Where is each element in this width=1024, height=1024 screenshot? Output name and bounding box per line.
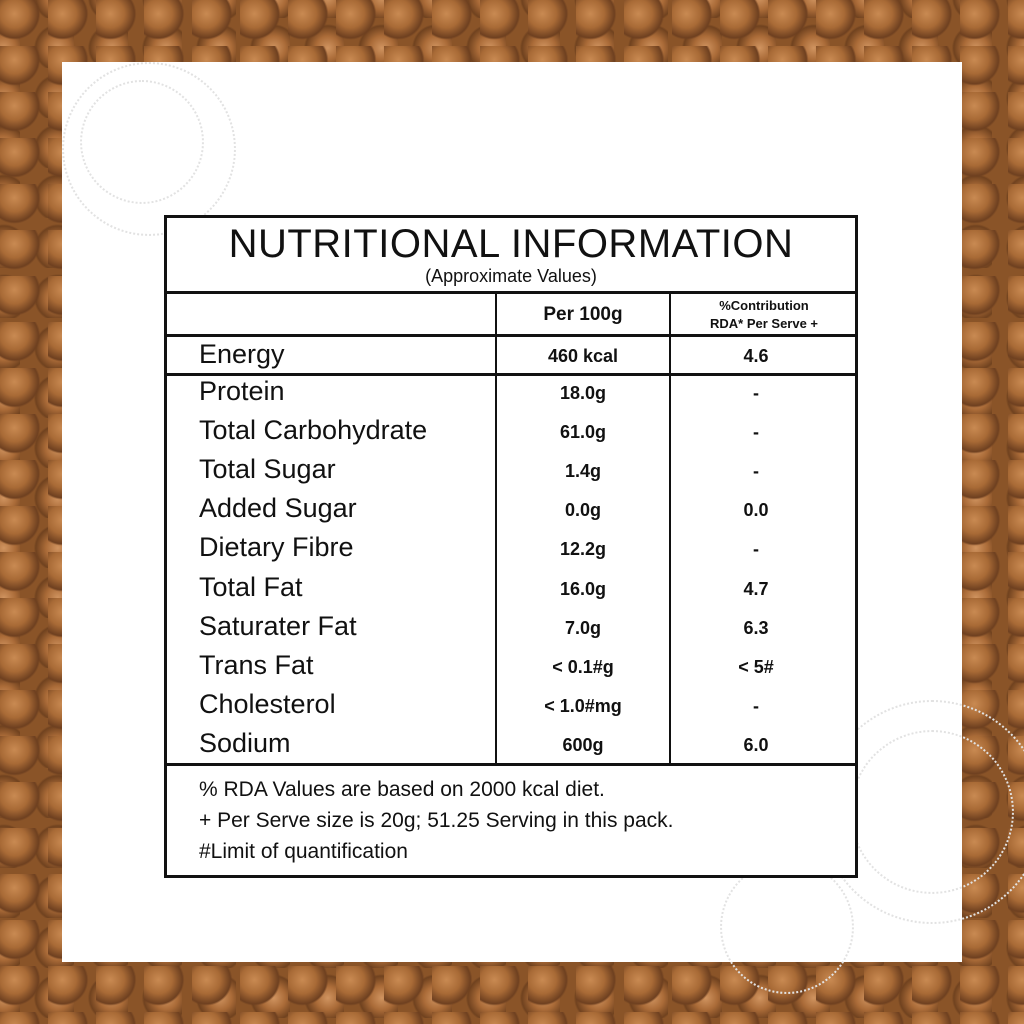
decoration <box>80 80 204 204</box>
subtitle: (Approximate Values) <box>425 266 597 286</box>
divider <box>164 334 858 337</box>
per-100g-value: 12.2g <box>559 539 607 560</box>
column-header: RDA* Per Serve + <box>709 316 819 331</box>
per-100g-value: 1.4g <box>564 461 602 482</box>
rda-value: - <box>753 539 759 560</box>
rda-value: < 5# <box>738 656 774 677</box>
nutrient-name: Trans Fat <box>199 649 314 680</box>
column-line <box>669 293 671 765</box>
per-100g-value: 7.0g <box>564 617 602 638</box>
per-100g-value: 61.0g <box>559 422 607 443</box>
decoration <box>720 860 854 994</box>
rda-value: - <box>753 383 759 403</box>
title: NUTRITIONAL INFORMATION <box>228 222 794 266</box>
nutrient-name: Total Carbohydrate <box>199 415 428 446</box>
rda-value: - <box>753 422 759 443</box>
column-header: Per 100g <box>543 304 623 325</box>
nutrient-name: Saturater Fat <box>199 610 357 641</box>
divider <box>164 373 858 376</box>
label-box <box>164 215 858 878</box>
per-100g-value: 460 kcal <box>547 346 619 366</box>
column-header: %Contribution <box>719 298 809 313</box>
footnote: #Limit of quantification <box>199 840 408 863</box>
divider <box>164 291 858 294</box>
per-100g-value: < 0.1#g <box>552 656 614 677</box>
rda-value: - <box>753 461 759 482</box>
nutrient-name: Dietary Fibre <box>199 532 354 563</box>
per-100g-value: 16.0g <box>559 578 607 599</box>
nutrient-name: Protein <box>199 376 285 406</box>
per-100g-value: 600g <box>562 734 604 755</box>
rda-value: 4.7 <box>743 578 769 599</box>
nutrient-name: Total Sugar <box>199 454 336 485</box>
nutrient-name: Cholesterol <box>199 688 336 719</box>
footnote: % RDA Values are based on 2000 kcal diet… <box>199 778 605 801</box>
per-100g-value: 0.0g <box>564 500 602 521</box>
per-100g-value: < 1.0#mg <box>544 695 622 716</box>
decoration <box>62 62 236 236</box>
per-100g-value: 18.0g <box>559 383 607 403</box>
rda-value: 6.3 <box>743 617 769 638</box>
rda-value: 6.0 <box>743 734 769 755</box>
column-line <box>495 293 497 765</box>
nutrient-name: Energy <box>199 339 285 369</box>
rda-value: 4.6 <box>743 346 769 366</box>
footnote: + Per Serve size is 20g; 51.25 Serving i… <box>199 809 674 832</box>
nutrient-name: Added Sugar <box>199 493 357 524</box>
nutrient-name: Sodium <box>199 727 291 758</box>
rda-value: - <box>753 695 759 716</box>
divider <box>164 763 858 766</box>
decoration <box>850 730 1014 894</box>
rda-value: 0.0 <box>743 500 769 521</box>
nutrient-name: Total Fat <box>199 571 303 602</box>
